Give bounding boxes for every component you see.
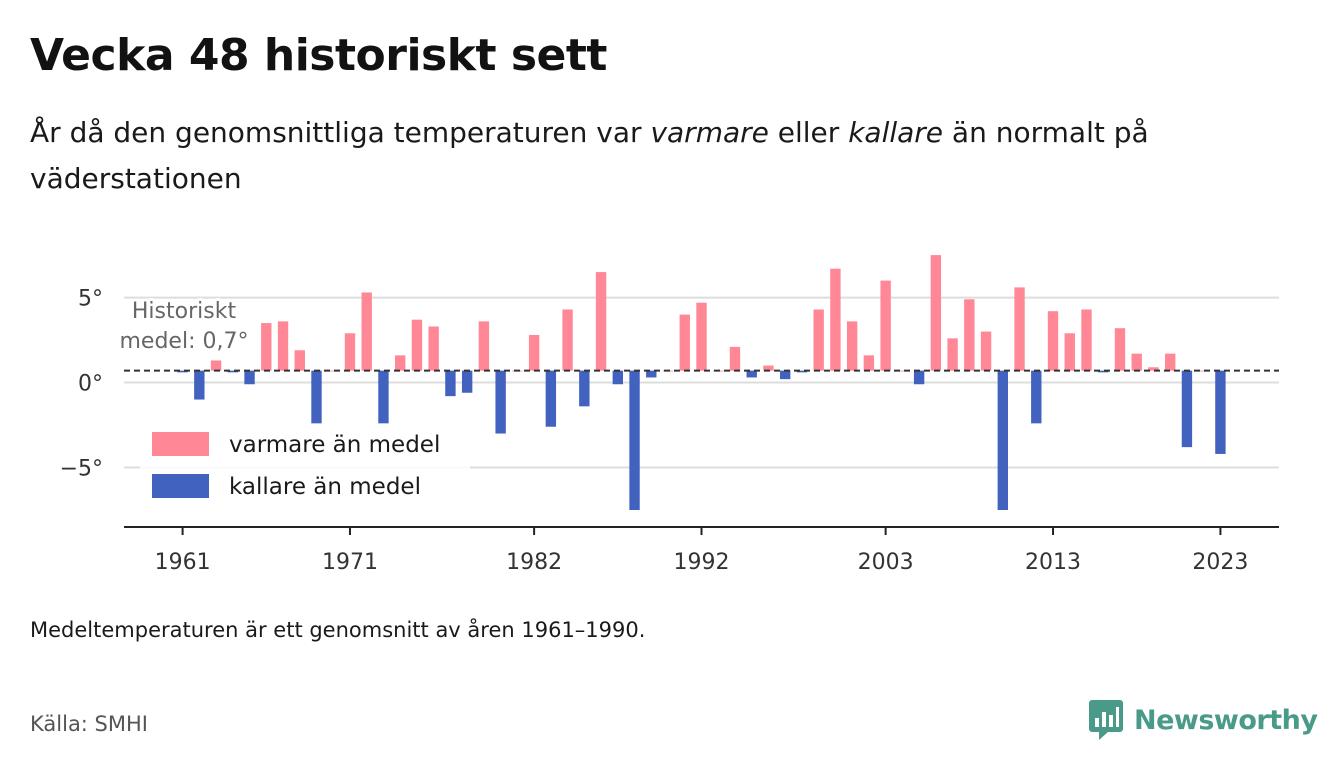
legend-swatch: [152, 432, 209, 456]
subtitle-emphasis-colder: kallare: [848, 116, 944, 149]
x-axis-ticks: 1961 1971 1982 1992 2003 2013 2023: [155, 527, 1248, 575]
x-tick-label: 2013: [1025, 550, 1081, 575]
bar-1973: [378, 370, 389, 424]
bar-1988: [629, 370, 640, 511]
page-title: Vecka 48 historiskt sett: [30, 30, 607, 81]
bar-2017: [1114, 328, 1126, 371]
bar-2018: [1131, 353, 1142, 371]
bar-1998: [796, 370, 808, 373]
bar-2021: [1181, 370, 1193, 448]
x-tick-label: 1961: [155, 550, 211, 575]
x-tick-label: 2023: [1192, 550, 1248, 575]
bar-2007: [947, 338, 958, 371]
subtitle-part-3: än normalt på väderstationen: [30, 116, 1149, 195]
bar-2020: [1165, 353, 1176, 371]
bar-2006: [930, 255, 942, 371]
bar-1963: [210, 360, 222, 371]
bar-1975: [411, 319, 423, 371]
subtitle-emphasis-warmer: varmare: [650, 116, 769, 149]
brand-name: Newsworthy: [1134, 704, 1318, 736]
bar-2000: [830, 268, 841, 371]
baseline-label-line: Historiskt: [132, 299, 237, 324]
bar-2002: [863, 355, 875, 371]
bar-1979: [478, 321, 490, 371]
bar-1992: [696, 302, 707, 371]
bar-1995: [746, 370, 757, 378]
bar-2003: [880, 280, 891, 371]
bar-1964: [227, 370, 238, 373]
newsworthy-chart-icon: [1089, 700, 1123, 740]
bar-1961: [177, 370, 188, 373]
bar-1977: [445, 370, 456, 397]
bar-1976: [428, 326, 439, 371]
bar-2023: [1215, 370, 1226, 454]
x-tick-label: 1992: [674, 550, 730, 575]
bar-1989: [646, 370, 657, 378]
bar-1980: [495, 370, 506, 434]
source-label: Källa: SMHI: [30, 712, 148, 736]
bar-2004: [897, 370, 908, 372]
bar-1968: [294, 350, 305, 371]
bar-1965: [244, 370, 255, 385]
subtitle: År då den genomsnittliga temperaturen va…: [30, 110, 1270, 202]
subtitle-part-2: eller: [768, 116, 849, 149]
x-tick-label: 1971: [322, 550, 378, 575]
baseline-label: Historiskt medel: 0,7°: [117, 296, 252, 357]
bar-2014: [1064, 333, 1075, 371]
bar-1987: [612, 370, 623, 385]
legend-label: varmare än medel: [229, 432, 440, 458]
bar-2010: [997, 370, 1008, 511]
bar-1962: [194, 370, 205, 400]
bar-1985: [579, 370, 590, 407]
bar-1997: [780, 370, 791, 380]
bar-1994: [729, 346, 741, 371]
bar-1966: [261, 323, 272, 371]
bar-1982: [528, 334, 540, 371]
bar-2015: [1081, 309, 1092, 371]
bar-2008: [964, 299, 975, 371]
bar-1986: [595, 272, 607, 371]
legend-swatch: [152, 474, 209, 498]
bar-2005: [913, 370, 925, 385]
chart-bars: [177, 255, 1226, 511]
bar-1971: [344, 333, 356, 371]
bar-1996: [763, 365, 774, 371]
footnote: Medeltemperaturen är ett genomsnitt av å…: [30, 618, 646, 642]
bar-1969: [311, 370, 322, 424]
bar-1972: [361, 292, 372, 371]
y-tick-label: 5°: [78, 287, 103, 312]
bar-2011: [1014, 287, 1025, 371]
x-tick-label: 2003: [858, 550, 914, 575]
y-axis-ticks: 5° 0° −5°: [60, 287, 103, 482]
baseline-label-line: medel: 0,7°: [120, 329, 249, 354]
bar-2013: [1047, 311, 1059, 371]
x-tick-label: 1982: [506, 550, 562, 575]
bar-1983: [545, 370, 557, 427]
bar-1978: [461, 370, 473, 393]
brand-logo: Newsworthy: [1088, 698, 1318, 742]
bar-2001: [846, 321, 858, 371]
bar-1999: [813, 309, 824, 371]
bar-2012: [1031, 370, 1042, 424]
bar-1991: [679, 314, 690, 371]
y-tick-label: 0°: [78, 372, 103, 397]
bar-2022: [1198, 370, 1209, 372]
bar-1970: [328, 370, 339, 372]
bar-2009: [980, 331, 992, 371]
y-tick-label: −5°: [60, 457, 103, 482]
subtitle-part-1: År då den genomsnittliga temperaturen va…: [30, 116, 651, 149]
bar-2019: [1148, 367, 1159, 371]
bar-1967: [277, 321, 289, 371]
bar-2016: [1098, 370, 1109, 373]
bar-1974: [395, 355, 406, 371]
bar-1984: [562, 309, 573, 371]
legend-label: kallare än medel: [229, 474, 421, 500]
chart-legend: varmare än medel kallare än medel: [140, 426, 470, 504]
